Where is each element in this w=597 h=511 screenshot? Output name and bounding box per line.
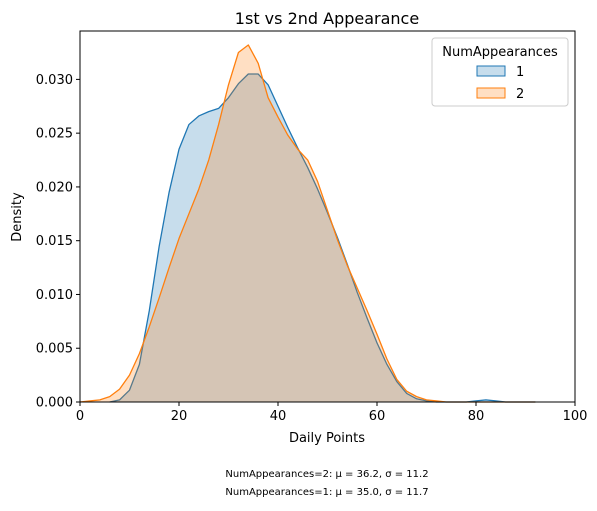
stats-caption-series-1: NumAppearances=1: μ = 35.0, σ = 11.7	[225, 487, 429, 498]
y-tick-label: 0.020	[36, 180, 73, 195]
y-axis: 0.000 0.005 0.010 0.015 0.020 0.025 0.030	[36, 73, 80, 411]
y-tick-label: 0.000	[36, 396, 73, 411]
series-2-area	[80, 44, 536, 402]
chart-title: 1st vs 2nd Appearance	[235, 9, 419, 28]
x-axis: 0 20 40 60 80 100	[76, 402, 588, 424]
legend-label-1: 1	[516, 65, 524, 80]
x-tick-label: 0	[76, 409, 84, 424]
x-tick-label: 20	[171, 409, 188, 424]
x-tick-label: 100	[563, 409, 588, 424]
x-axis-label: Daily Points	[289, 431, 365, 446]
plot-frame	[79, 30, 576, 403]
stats-caption-series-2: NumAppearances=2: μ = 36.2, σ = 11.2	[225, 469, 429, 480]
legend-swatch-1	[476, 65, 506, 77]
y-tick-label: 0.015	[36, 234, 73, 249]
kde-chart: 1st vs 2nd Appearance 0 20 40 60 80 100 0.000…	[10, 9, 588, 446]
legend-title: NumAppearances	[442, 45, 558, 60]
series-2-line	[79, 44, 536, 403]
x-tick-label: 80	[468, 409, 485, 424]
y-tick-label: 0.010	[36, 288, 73, 303]
series-1-area	[109, 74, 536, 402]
y-tick-label: 0.030	[36, 73, 73, 88]
x-tick-label: 60	[369, 409, 386, 424]
legend-swatch-2	[476, 87, 506, 99]
legend: NumAppearances 1 2	[431, 37, 569, 107]
x-tick-label: 40	[270, 409, 287, 424]
y-axis-label: Density	[10, 192, 25, 242]
legend-box	[431, 37, 569, 107]
y-tick-label: 0.005	[36, 342, 73, 357]
y-tick-label: 0.025	[36, 127, 73, 142]
legend-label-2: 2	[516, 87, 524, 102]
